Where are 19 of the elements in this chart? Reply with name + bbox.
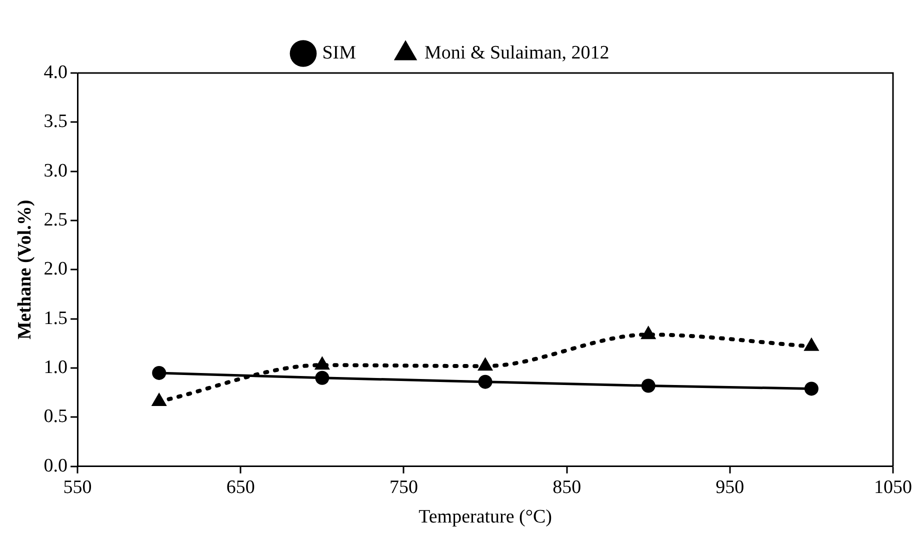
y-tick-label: 1.0 — [44, 357, 68, 378]
x-tick-label: 650 — [226, 476, 255, 498]
y-tick-label: 2.5 — [44, 210, 68, 231]
x-tick-label: 750 — [389, 476, 418, 498]
x-tick-label: 850 — [552, 476, 582, 498]
y-tick-label: 0.5 — [44, 406, 68, 428]
y-tick-label: 1.5 — [44, 308, 68, 329]
y-tick-label: 3.0 — [44, 160, 68, 182]
legend-label: Moni & Sulaiman, 2012 — [424, 42, 610, 64]
x-tick-label: 950 — [716, 476, 744, 498]
x-axis-title: Temperature (°C) — [418, 506, 552, 528]
legend-label: SIM — [322, 42, 356, 64]
y-tick-label: 4.0 — [44, 62, 68, 83]
y-tick-label: 3.5 — [44, 111, 68, 132]
y-axis-title: Methane (Vol.%) — [14, 200, 36, 340]
y-tick-label: 2.0 — [44, 258, 68, 280]
y-tick-label: 0.0 — [44, 455, 68, 476]
x-tick-label: 1050 — [874, 476, 912, 498]
x-tick-label: 550 — [63, 476, 92, 498]
